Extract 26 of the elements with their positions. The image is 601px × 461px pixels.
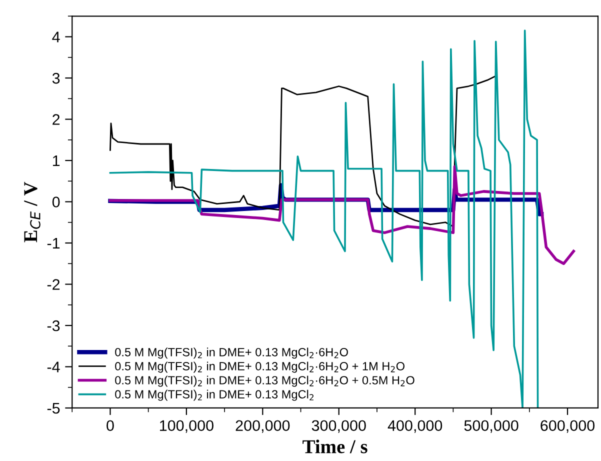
y-tick-label: 3 bbox=[52, 72, 60, 84]
text: 0.5 M Mg(TFSI)$_{2}$ in DME+ 0.13 MgCl$_{2}$·6H$_{2}$O + 1M H$_{2}$O bbox=[115, 362, 404, 373]
y-tick-label: -2 bbox=[47, 279, 60, 290]
x-tick-label: 200,000 bbox=[236, 420, 290, 433]
x-tick-label: 0 bbox=[106, 420, 114, 432]
line-series bbox=[108, 165, 575, 266]
y-axis-title: E$_{CE}$ / V bbox=[24, 182, 40, 242]
legend-label: 0.5 M Mg(TFSI)$_{2}$ in DME+ 0.13 MgCl$_{2}$·6H$_{2}$O bbox=[115, 348, 348, 359]
x-axis-title: Time / s bbox=[302, 440, 368, 454]
y-tick-label: -3 bbox=[47, 320, 60, 332]
x-tick-label: 100,000 bbox=[160, 420, 214, 433]
line-series bbox=[110, 75, 497, 228]
y-tick-label: 0 bbox=[52, 196, 60, 208]
x-tick-label: 500,000 bbox=[464, 420, 518, 433]
legend-label: 0.5 M Mg(TFSI)$_{2}$ in DME+ 0.13 MgCl$_{2}$ bbox=[115, 390, 314, 401]
y-tick-label: 4 bbox=[52, 32, 60, 42]
y-tick-label: -1 bbox=[47, 238, 60, 249]
y-tick-label: 2 bbox=[52, 114, 60, 125]
line-series bbox=[109, 30, 539, 408]
x-tick-label: 600,000 bbox=[540, 420, 595, 433]
text: 0.5 M Mg(TFSI)$_{2}$ in DME+ 0.13 MgCl$_{2}$·6H$_{2}$O + 0.5M H$_{2}$O bbox=[115, 376, 414, 387]
y-tick-label: -5 bbox=[47, 403, 60, 414]
y-tick-label: -4 bbox=[47, 362, 60, 372]
x-tick-label: 400,000 bbox=[388, 420, 442, 433]
y-tick-label: 1 bbox=[52, 156, 60, 166]
x-tick-label: 300,000 bbox=[312, 420, 366, 433]
